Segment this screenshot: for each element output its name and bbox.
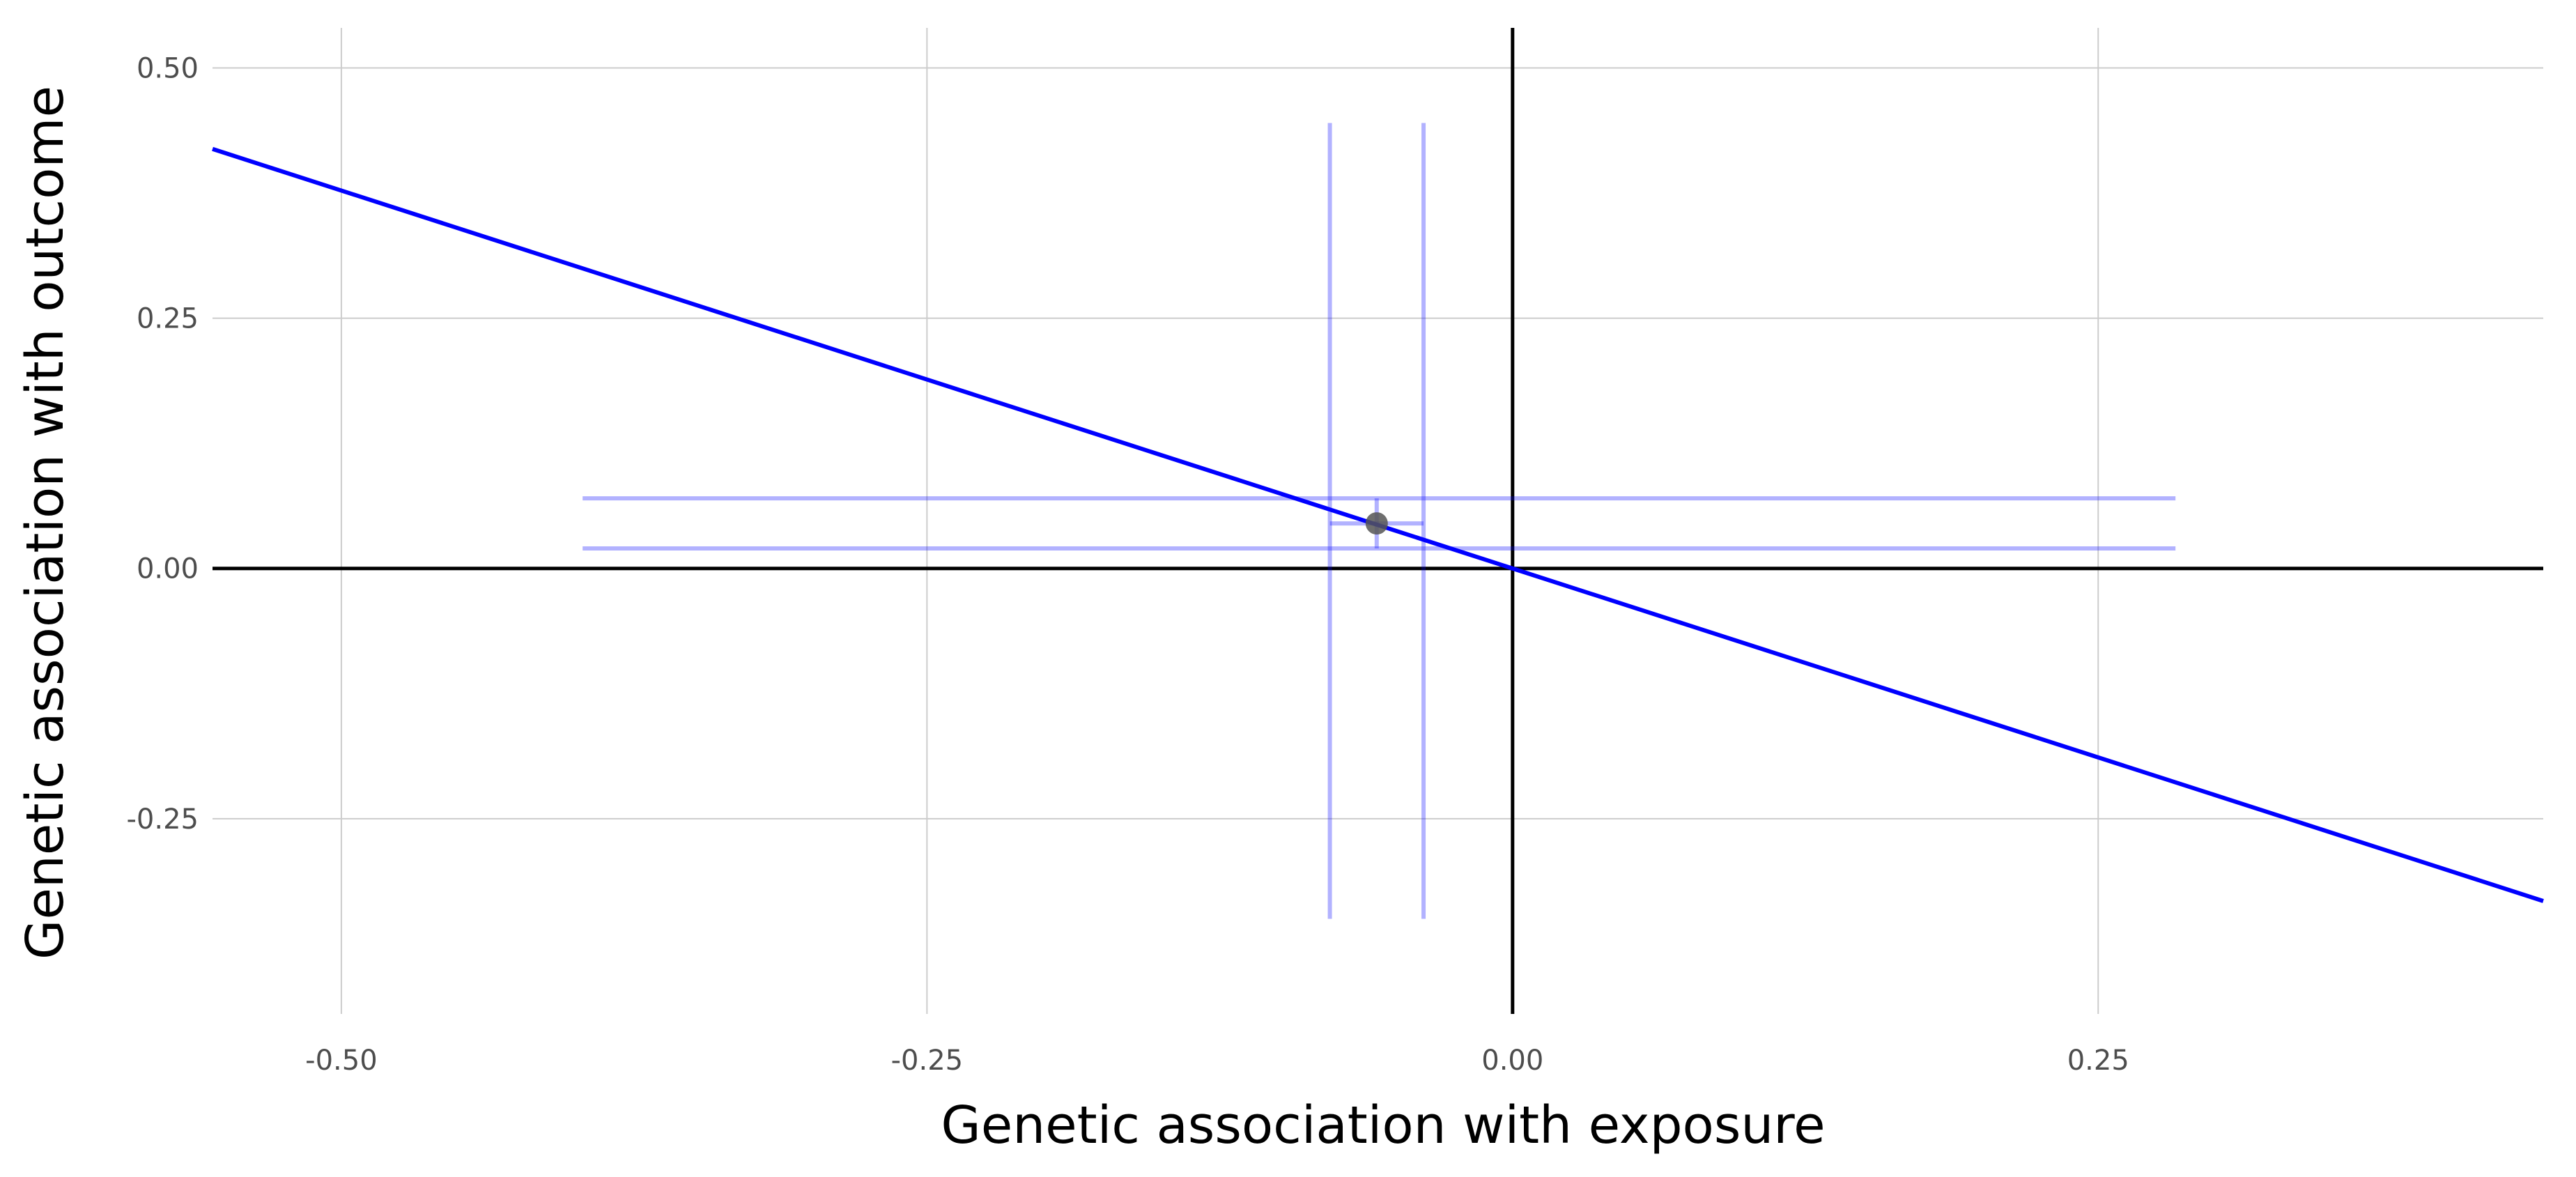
y-tick-label: -0.25 (127, 803, 199, 836)
y-tick-label: 0.50 (137, 52, 199, 84)
reference-lines (213, 28, 2543, 1014)
error-bars (583, 123, 2176, 919)
x-tick-label: -0.50 (305, 1045, 378, 1077)
x-tick-label: -0.25 (891, 1045, 964, 1077)
x-axis-ticks: -0.50 -0.25 0.00 0.25 (305, 1045, 2129, 1077)
y-axis-ticks: 0.50 0.25 0.00 -0.25 (127, 52, 199, 835)
x-tick-label: 0.25 (2067, 1045, 2129, 1077)
data-points (1365, 512, 1388, 535)
x-axis-title: Genetic association with exposure (941, 1095, 1825, 1155)
y-tick-label: 0.25 (137, 303, 199, 335)
y-tick-label: 0.00 (137, 553, 199, 585)
x-tick-label: 0.00 (1481, 1045, 1543, 1077)
y-axis-title: Genetic association with outcome (15, 86, 75, 960)
data-point (1365, 512, 1388, 535)
